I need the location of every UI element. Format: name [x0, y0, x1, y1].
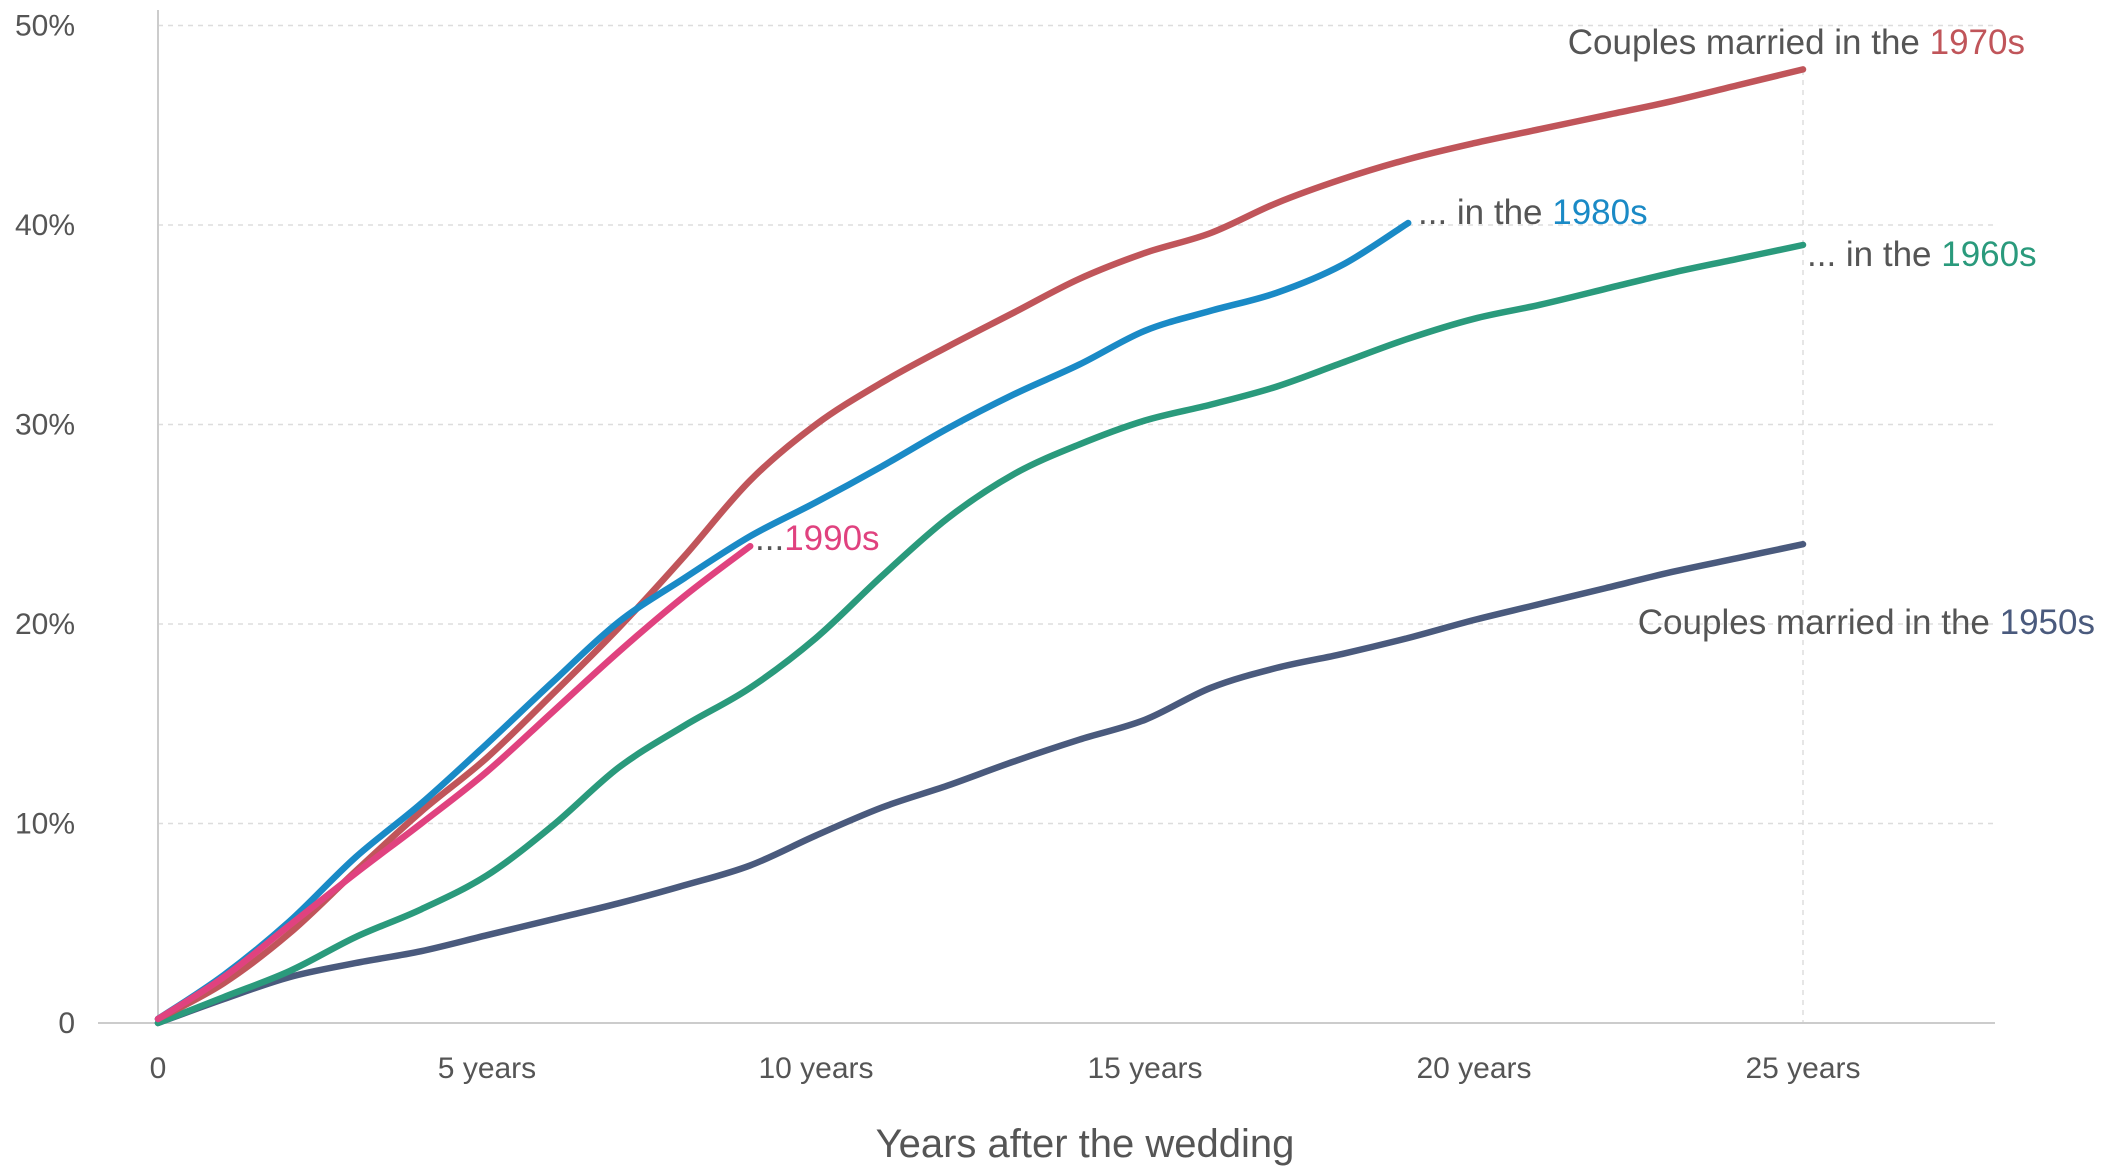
series-label-1960s: ... in the 1960s: [1807, 235, 2037, 274]
y-tick-label: 40%: [15, 209, 75, 242]
y-tick-label: 10%: [15, 808, 75, 841]
x-tick-label: 5 years: [438, 1052, 536, 1085]
x-axis-title: Years after the wedding: [876, 1122, 1295, 1166]
series-line-1980s: [154, 219, 1412, 1023]
series-label-1950s: Couples married in the 1950s: [1638, 603, 2095, 642]
series-label-prefix: Couples married in the: [1568, 23, 1930, 62]
series-label-prefix: Couples married in the: [1638, 603, 2000, 642]
series-line-1960s: [154, 241, 1807, 1027]
x-tick-label: 15 years: [1087, 1052, 1202, 1085]
series-lines: [154, 66, 1807, 1027]
series-line-1970s: [154, 66, 1807, 1023]
series-label-prefix: ...: [755, 519, 784, 558]
y-tick-label: 30%: [15, 409, 75, 442]
y-tick-label: 0: [58, 1007, 75, 1040]
y-tick-label: 20%: [15, 608, 75, 641]
series-label-prefix: ... in the: [1418, 193, 1552, 232]
series-label-prefix: ... in the: [1807, 235, 1941, 274]
series-label-1980s: ... in the 1980s: [1418, 193, 1648, 232]
series-label-highlight: 1960s: [1941, 235, 2036, 274]
series-label-highlight: 1950s: [2000, 603, 2095, 642]
series-labels: Couples married in the 1950s ... in the 1…: [755, 23, 2095, 642]
x-tick-label: 10 years: [758, 1052, 873, 1085]
y-tick-label: 50%: [15, 10, 75, 43]
x-axis-ticks: 0 5 years 10 years 15 years 20 years 25 years: [150, 1052, 1861, 1085]
series-line-1990s: [154, 542, 754, 1023]
series-line-1950s: [154, 540, 1807, 1027]
x-tick-label: 20 years: [1416, 1052, 1531, 1085]
series-label-highlight: 1990s: [784, 519, 879, 558]
grid-lines: [158, 24, 1995, 1023]
x-tick-label: 25 years: [1745, 1052, 1860, 1085]
y-axis-ticks: 0 10% 20% 30% 40% 50%: [15, 10, 75, 1041]
axes: [98, 10, 1995, 1024]
series-label-highlight: 1970s: [1930, 23, 2025, 62]
series-label-highlight: 1980s: [1552, 193, 1647, 232]
series-label-1990s: ...1990s: [755, 519, 880, 558]
x-tick-label: 0: [150, 1052, 167, 1085]
series-label-1970s: Couples married in the 1970s: [1568, 23, 2025, 62]
